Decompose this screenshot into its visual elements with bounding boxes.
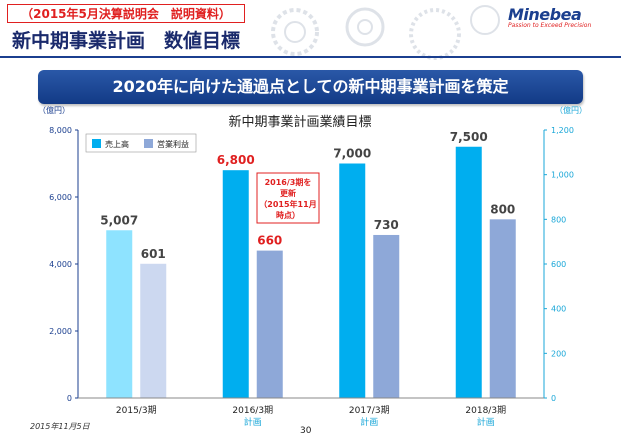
y-right-tick-label: 1,200 (551, 126, 574, 135)
y-left-tick-label: 0 (67, 394, 72, 403)
x-tick-label: 2015/3期 (116, 405, 157, 416)
chart-title: 新中期事業計画業績目標 (228, 114, 371, 130)
y-right-tick-label: 400 (551, 305, 566, 314)
logo-tagline: Passion to Exceed Precision (508, 22, 592, 29)
legend-frame (85, 133, 197, 153)
bar-operating-profit (489, 219, 516, 398)
bar-sales (455, 146, 482, 398)
y-axis-left-unit: （億円） (38, 105, 70, 115)
page-title: 新中期事業計画 数値目標 (12, 30, 241, 52)
op-data-label: 730 (374, 218, 399, 232)
sales-data-label: 5,007 (100, 213, 138, 227)
y-right-tick-label: 0 (551, 394, 556, 403)
y-left-tick-label: 8,000 (49, 126, 72, 135)
bar-sales (106, 230, 133, 398)
legend-swatch-operating-profit (144, 139, 153, 148)
gears-decoration (271, 5, 500, 60)
legend-label-operating-profit: 営業利益 (157, 139, 189, 149)
logo-name: Minebea (508, 5, 582, 24)
x-tick-sublabel: 計画 (360, 416, 378, 428)
footer-date: 2015年11月5日 (30, 422, 90, 431)
bar-operating-profit (256, 250, 283, 398)
annotation-frame (256, 172, 320, 224)
y-right-tick-label: 1,000 (551, 171, 574, 180)
op-data-label: 800 (490, 202, 515, 216)
annotation-text-line: （2015年11月 (259, 199, 316, 209)
y-left-tick-label: 2,000 (49, 327, 72, 336)
sales-data-label: 7,500 (450, 130, 488, 144)
title-divider (0, 56, 621, 58)
bar-operating-profit (373, 234, 400, 398)
op-data-label: 660 (257, 234, 282, 248)
x-tick-label: 2016/3期 (232, 405, 273, 416)
annotation-text-line: 時点） (276, 210, 300, 220)
banner: 2020年に向けた通過点としての新中期事業計画を策定 (38, 70, 583, 104)
bar-operating-profit (140, 263, 167, 398)
legend-label-sales: 売上高 (105, 139, 129, 149)
x-tick-label: 2018/3期 (465, 405, 506, 416)
y-left-tick-label: 4,000 (49, 260, 72, 269)
sales-data-label: 6,800 (217, 153, 255, 167)
legend-swatch-sales (92, 139, 101, 148)
x-tick-label: 2017/3期 (349, 405, 390, 416)
x-tick-sublabel: 計画 (244, 416, 262, 428)
page-number: 30 (300, 426, 312, 436)
y-left-tick-label: 6,000 (49, 193, 72, 202)
sales-data-label: 7,000 (333, 147, 371, 161)
annotation-text-line: 更新 (280, 188, 296, 198)
x-tick-sublabel: 計画 (477, 416, 495, 428)
y-right-tick-label: 800 (551, 215, 566, 224)
company-logo: Minebea Passion to Exceed Precision (508, 5, 618, 37)
annotation-text-line: 2016/3期を (265, 177, 312, 187)
y-axis-right-unit: （億円） (555, 105, 587, 115)
document-tag: （2015年5月決算説明会 説明資料） (7, 4, 245, 23)
y-right-tick-label: 200 (551, 349, 566, 358)
legend: 売上高 営業利益 (85, 133, 197, 153)
y-right-tick-label: 600 (551, 260, 566, 269)
bar-sales (222, 170, 249, 398)
bar-sales (339, 163, 366, 398)
op-data-label: 601 (141, 247, 166, 261)
